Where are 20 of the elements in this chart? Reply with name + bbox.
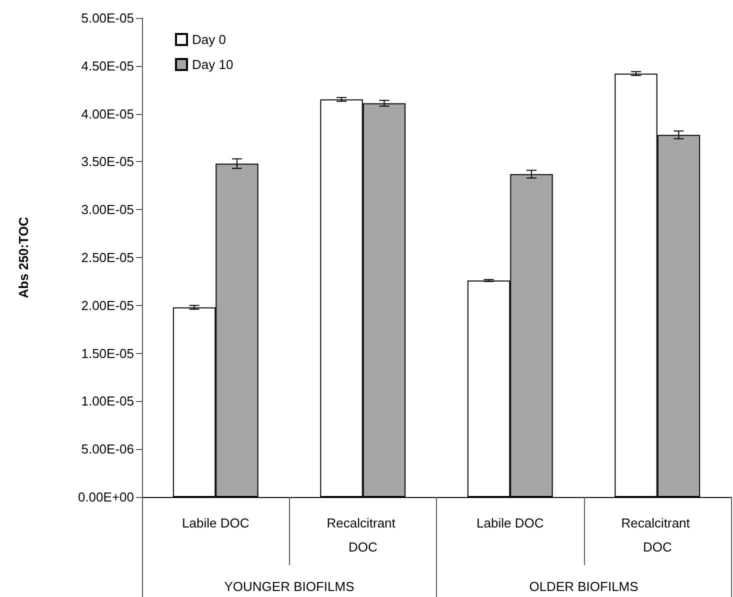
y-tick-label: 2.00E-05 (81, 298, 134, 313)
y-tick-label: 1.00E-05 (81, 394, 134, 409)
y-tick-label: 0.00E+00 (78, 490, 134, 504)
x-tick-label: Recalcitrant DOC (621, 516, 694, 554)
text: OLDER BIOFILMS (529, 579, 639, 594)
y-tick-label: 5.00E-06 (81, 442, 134, 457)
legend-label: Day 0 (192, 32, 226, 47)
y-tick-label: 4.50E-05 (81, 58, 134, 74)
y-tick-label: 2.50E-05 (81, 250, 134, 265)
text: YOUNGER BIOFILMS (224, 579, 355, 594)
y-tick-label: 1.50E-05 (81, 346, 134, 361)
y-tick-label: 3.00E-05 (81, 202, 134, 218)
y-tick-label: 3.50E-05 (81, 154, 134, 170)
x-tick-label: Labile DOC (182, 516, 250, 530)
y-tick-label: 5.00E-05 (81, 10, 134, 26)
legend-label: Day 10 (192, 57, 234, 72)
y-axis-title: Abs 250:TOC (16, 216, 31, 298)
y-tick-label: 4.00E-05 (81, 106, 134, 122)
x-tick-label: Recalcitrant DOC (326, 516, 399, 554)
x-tick-label: Labile DOC (476, 516, 544, 530)
